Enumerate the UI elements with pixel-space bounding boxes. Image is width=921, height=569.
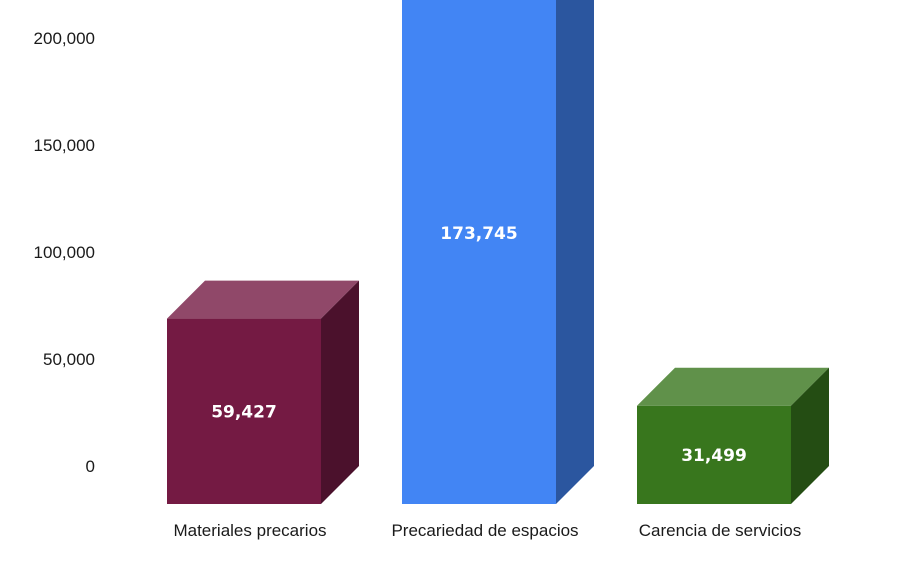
bar-value-label: 31,499 bbox=[681, 446, 747, 466]
y-axis: 0 50,000 100,000 150,000 200,000 bbox=[34, 29, 95, 476]
category-labels: Materiales precarios Precariedad de espac… bbox=[173, 521, 801, 540]
bar-front-face bbox=[167, 318, 321, 504]
bar: 173,745 bbox=[402, 0, 594, 505]
bar: 31,499 bbox=[637, 367, 829, 504]
bar-value-label: 59,427 bbox=[211, 402, 277, 422]
x-category-label: Materiales precarios bbox=[173, 521, 326, 540]
bar-top-face bbox=[167, 280, 359, 319]
y-tick-label: 150,000 bbox=[34, 136, 95, 155]
bar-side-face bbox=[556, 0, 594, 504]
x-category-label: Carencia de servicios bbox=[639, 521, 802, 540]
bar-value-label: 173,745 bbox=[440, 224, 517, 244]
y-tick-label: 200,000 bbox=[34, 29, 95, 48]
bar-front-face bbox=[637, 405, 791, 504]
bar-side-face bbox=[791, 367, 829, 504]
bar: 59,427 bbox=[167, 280, 359, 504]
bar-side-face bbox=[321, 280, 359, 504]
bar-top-face bbox=[637, 367, 829, 406]
x-category-label: Precariedad de espacios bbox=[391, 521, 578, 540]
bars-group: 59,427 173,745 31,499 bbox=[167, 0, 829, 505]
y-tick-label: 100,000 bbox=[34, 243, 95, 262]
y-tick-label: 50,000 bbox=[43, 350, 95, 369]
y-tick-label: 0 bbox=[86, 457, 95, 476]
bar-front-face bbox=[402, 0, 556, 505]
